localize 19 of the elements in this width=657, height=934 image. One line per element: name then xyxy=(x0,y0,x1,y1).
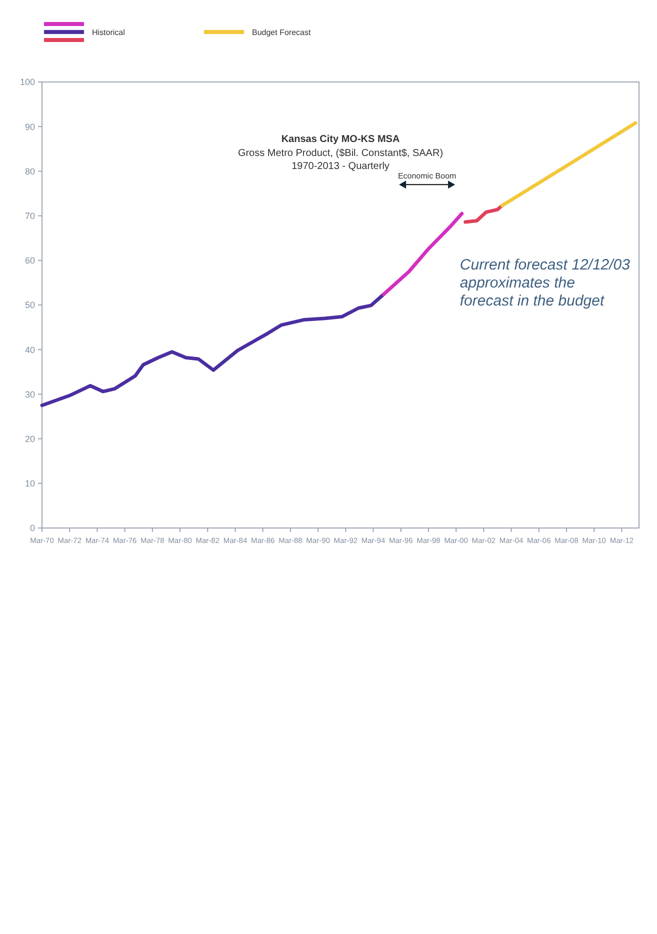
y-tick-label: 30 xyxy=(24,389,35,400)
y-tick-label: 100 xyxy=(20,77,35,88)
legend-label: Budget Forecast xyxy=(252,28,312,37)
y-tick-label: 10 xyxy=(24,478,35,489)
line-series xyxy=(40,292,386,408)
line-series xyxy=(464,204,504,224)
annotation: Economic Boom xyxy=(398,172,457,181)
y-tick-label: 50 xyxy=(24,300,35,310)
text: Kansas City MO-KS MSA xyxy=(281,134,400,145)
y-tick-label: 60 xyxy=(24,256,35,266)
y-tick-label: 40 xyxy=(24,344,35,355)
y-tick-label: 70 xyxy=(24,210,35,221)
text: Gross Metro Product, ($Bil. Constant$, SAAR) 1970-2013 - Quarterly xyxy=(238,148,444,172)
y-tick-label: 0 xyxy=(30,523,35,534)
y-tick-label: 20 xyxy=(24,434,35,444)
y-tick-label: 90 xyxy=(24,122,35,132)
y-tick-label: 80 xyxy=(24,166,35,176)
legend-label: Historical xyxy=(92,28,126,37)
annotation: Current forecast 12/12/03 approximates the forecast in the budget xyxy=(460,256,631,310)
